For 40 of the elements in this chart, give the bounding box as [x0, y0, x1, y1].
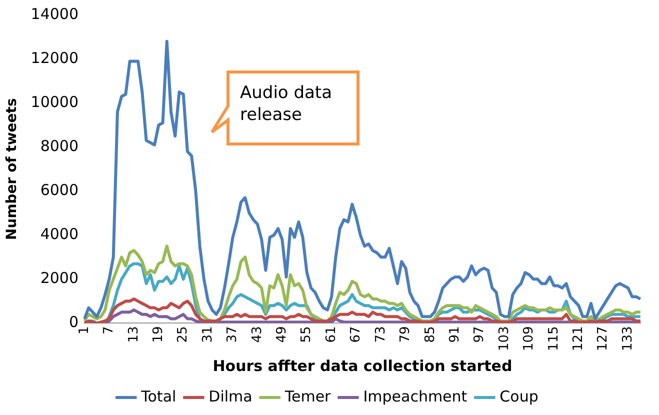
annotation: Audio data release	[240, 82, 334, 126]
callout-box: Audio data release	[210, 70, 360, 146]
y-axis-title: Number of tweets	[4, 98, 20, 240]
x-tick-label: 127	[596, 326, 611, 352]
x-tick-label: 37	[225, 326, 240, 343]
y-tick-label: 8000	[40, 136, 79, 155]
x-tick-label: 49	[274, 326, 290, 343]
x-tick-label: 91	[447, 326, 462, 343]
legend-label: Temer	[284, 387, 332, 406]
x-tick-label: 73	[373, 326, 388, 343]
x-axis-title: Hours affter data collection started	[212, 356, 512, 375]
x-tick-label: 25	[176, 326, 191, 343]
x-tick-label: 43	[250, 326, 265, 343]
x-tick-label: 85	[422, 326, 438, 343]
x-tick-label: 55	[299, 326, 314, 343]
x-tick-label: 109	[522, 326, 537, 352]
x-tick-label: 133	[620, 326, 636, 352]
x-tick-label: 67	[348, 326, 364, 343]
x-tick-label: 13	[126, 326, 142, 343]
y-tick-label: 4000	[40, 225, 79, 244]
y-tick-label: 10000	[30, 92, 79, 111]
y-tick-label: 12000	[30, 48, 79, 67]
x-tick-label: 79	[398, 326, 414, 343]
legend-label: Total	[140, 387, 176, 406]
legend-label: Coup	[500, 387, 538, 406]
y-tick-label: 2000	[40, 269, 79, 288]
x-tick-label: 31	[200, 326, 216, 343]
x-tick-label: 61	[324, 326, 339, 343]
y-tick-label: 14000	[30, 4, 79, 23]
legend-label: Dilma	[208, 387, 252, 406]
x-tick-label: 1	[76, 326, 92, 334]
y-tick-label: 6000	[40, 180, 79, 199]
legend-label: Impeachment	[363, 387, 468, 406]
x-tick-label: 115	[546, 326, 562, 352]
x-tick-label: 121	[571, 326, 586, 352]
x-tick-label: 19	[151, 326, 166, 343]
y-tick-label: 0	[68, 313, 79, 332]
x-tick-label: 103	[496, 326, 512, 352]
x-tick-label: 7	[102, 326, 117, 334]
x-tick-label: 97	[472, 326, 488, 343]
